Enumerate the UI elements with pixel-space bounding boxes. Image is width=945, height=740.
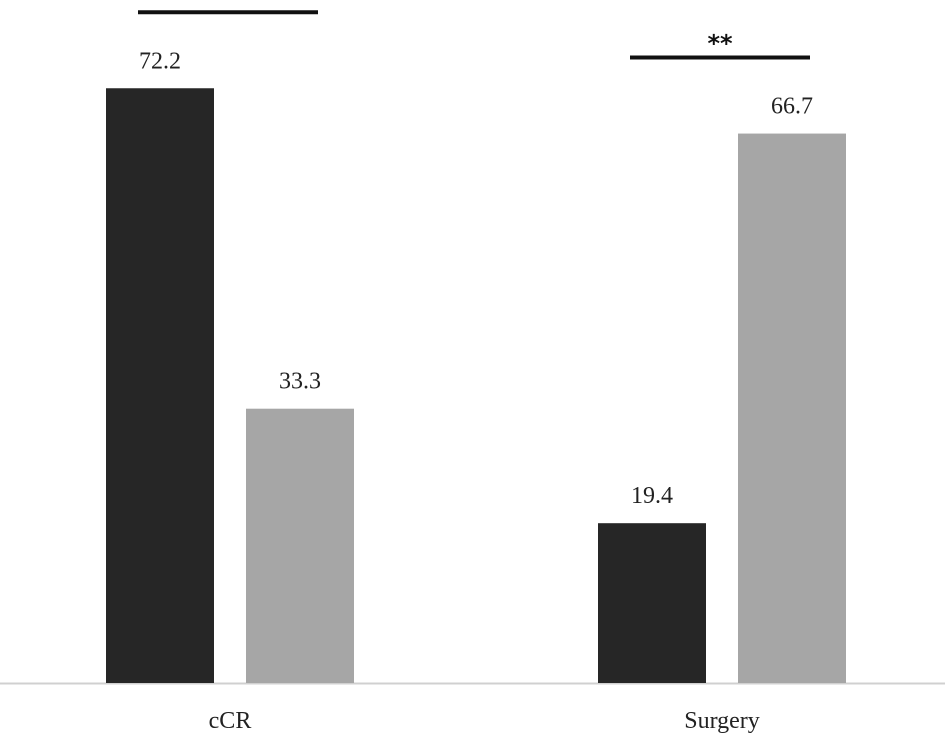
bar-surgery-series-2 — [738, 133, 846, 684]
data-label: 72.2 — [139, 48, 181, 74]
data-label: 19.4 — [631, 483, 673, 509]
significance-marker-surgery: ** — [707, 30, 733, 58]
data-labels-layer: 72.2 33.3 19.4 66.7 — [139, 48, 813, 509]
x-tick-labels-layer: cCR Surgery — [209, 708, 760, 734]
bar-surgery-series-1 — [598, 523, 706, 683]
bar-ccr-series-1 — [106, 88, 214, 683]
bars-layer — [106, 88, 846, 684]
significance-layer: *** — [138, 0, 810, 60]
bar-ccr-series-2 — [246, 408, 354, 683]
data-label: 33.3 — [279, 369, 321, 395]
data-label: 66.7 — [771, 94, 813, 120]
x-tick-label-ccr: cCR — [209, 708, 252, 734]
x-tick-label-surgery: Surgery — [684, 708, 760, 734]
significance-marker-ccr: * — [222, 0, 235, 12]
